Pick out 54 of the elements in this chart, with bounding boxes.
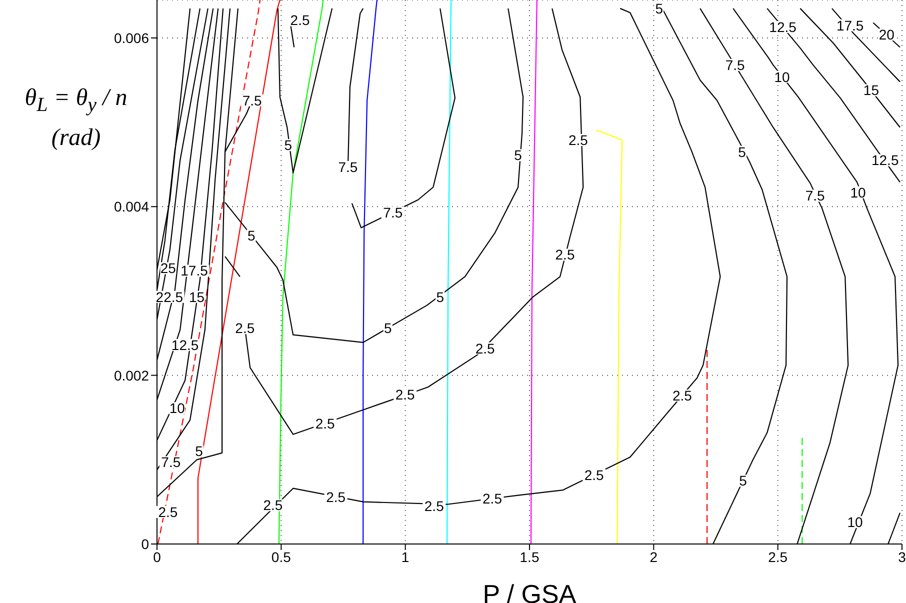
x-tick-label: 1 bbox=[401, 548, 410, 565]
annotation: 2.5 bbox=[395, 386, 416, 403]
annotation: 2.5 bbox=[263, 497, 283, 514]
annotation: 10 bbox=[850, 184, 866, 200]
annotation: 2.5 bbox=[555, 246, 575, 263]
y-tick-label: 0.006 bbox=[114, 30, 150, 46]
y-tick-label: 0 bbox=[141, 536, 150, 552]
annotation: 2.5 bbox=[672, 388, 692, 404]
y-tick-label: 0.002 bbox=[114, 367, 150, 384]
annotation: 2.5 bbox=[158, 504, 178, 520]
annotation: 7.5 bbox=[383, 204, 403, 221]
annotation: 2.5 bbox=[424, 498, 444, 514]
annotation: 5 bbox=[738, 144, 746, 160]
annotation: 2.5 bbox=[568, 132, 588, 148]
annotation: 7.5 bbox=[725, 56, 746, 73]
annotation: 5 bbox=[284, 137, 292, 154]
annotation: 5 bbox=[514, 147, 522, 164]
x-tick-label: 0.5 bbox=[271, 548, 292, 565]
annotation: 5 bbox=[436, 288, 444, 305]
annotation: 12.5 bbox=[871, 152, 899, 168]
y-axis-title: θ$_{L}$ = θ$_{y}$ / n (rad) bbox=[24, 84, 128, 153]
x-tick-label: 3 bbox=[898, 548, 906, 565]
annotation: 7.5 bbox=[338, 158, 358, 175]
annotation: 17.5 bbox=[180, 262, 208, 279]
annotation: 10 bbox=[774, 68, 790, 85]
annotation: 12.5 bbox=[769, 18, 797, 35]
annotation: 2.5 bbox=[482, 490, 502, 506]
x-tick-label: 1.5 bbox=[520, 548, 540, 565]
x-axis-title: P / GSA bbox=[482, 579, 577, 603]
annotation: 7.5 bbox=[805, 188, 826, 204]
annotation: 17.5 bbox=[836, 17, 864, 34]
annotation: 5 bbox=[739, 472, 748, 489]
annotation: 20 bbox=[878, 26, 895, 43]
x-tick-label: 2.5 bbox=[768, 548, 788, 565]
annotation: 22.5 bbox=[156, 288, 184, 305]
annotation: 15 bbox=[863, 82, 880, 98]
annotation: 5 bbox=[247, 227, 256, 244]
annotation: 5 bbox=[195, 443, 204, 460]
annotation: 5 bbox=[655, 0, 664, 16]
annotation: 2.5 bbox=[584, 466, 604, 483]
annotation: 2.5 bbox=[475, 340, 495, 356]
annotation: 2.5 bbox=[235, 320, 255, 336]
annotation: 10 bbox=[169, 400, 186, 416]
y-tick-label: 0.004 bbox=[114, 198, 150, 215]
annotation: 15 bbox=[188, 288, 205, 305]
x-tick-label: 0 bbox=[153, 548, 162, 565]
annotation: 12.5 bbox=[171, 336, 199, 353]
annotation: 10 bbox=[847, 514, 864, 530]
annotation: 5 bbox=[384, 320, 392, 336]
annotation: 25 bbox=[160, 260, 176, 276]
x-tick-label: 2 bbox=[650, 548, 658, 565]
annotation: 2.5 bbox=[326, 488, 346, 505]
annotation: 2.5 bbox=[315, 415, 336, 432]
annotation: 7.5 bbox=[161, 454, 181, 470]
